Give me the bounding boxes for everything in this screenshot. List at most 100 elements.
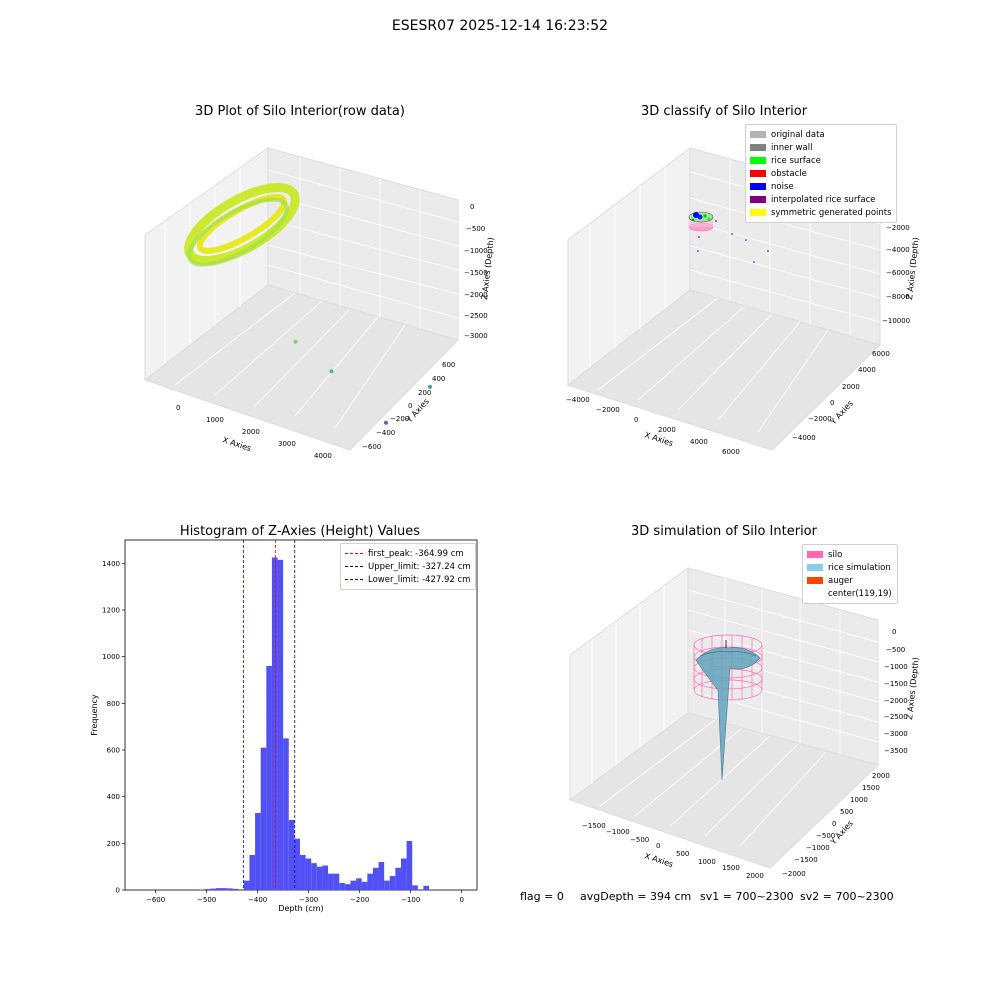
plot2-x-tick: 0 [634, 416, 638, 424]
plot2-y-tick: −2000 [808, 415, 832, 423]
plot1-outlier-point [384, 420, 388, 425]
plot4-z-tick: −3000 [884, 730, 908, 738]
histogram-x-tick-label: −100 [401, 896, 420, 904]
plot4-legend: silo rice simulation auger center(119,19… [802, 544, 898, 604]
histogram-bar [384, 880, 390, 890]
histogram-bar [372, 867, 379, 890]
plot4-y-ticks: 2000 1500 1000 500 0 −500 −1000 −1500 −2… [782, 772, 890, 878]
histogram-y-tick-label: 600 [107, 747, 120, 755]
legend-swatch [750, 144, 766, 151]
histogram-bar [406, 841, 413, 890]
plot1-outlier-point [329, 369, 334, 374]
histogram-bar [328, 873, 334, 890]
legend-label: obstacle [771, 168, 807, 179]
histogram-axes: −600 −500 −400 −300 −200 −100 0 0 200 400 600 800 1… [90, 539, 478, 913]
histogram-bar [232, 888, 239, 890]
histogram-bar [227, 888, 233, 890]
plot4-x-tick: 2000 [746, 872, 764, 880]
histogram-bar [204, 889, 211, 890]
plot1-z-tick: −2500 [464, 312, 488, 320]
plot4-x-ticks: −1500 −1000 −500 0 500 1000 1500 2000 [582, 822, 764, 880]
legend-label: noise [771, 181, 794, 192]
legend-item: obstacle [750, 167, 892, 180]
histogram-title: Histogram of Z-Axies (Height) Values [179, 524, 421, 539]
histogram-legend: first_peak: -364.99 cm Upper_limit: -327… [340, 543, 476, 590]
histogram-x-tick-label: −400 [248, 896, 267, 904]
histogram-bar [283, 738, 289, 890]
plot2-title: 3D classify of Silo Interior [640, 104, 808, 119]
plot2-z-tick: −10000 [882, 317, 910, 325]
legend-item: inner wall [750, 141, 892, 154]
plot2-z-tick: −4000 [886, 246, 910, 254]
histogram-bar [311, 863, 317, 890]
plot4-y-tick: 2000 [872, 772, 890, 780]
plot4-x-tick: −500 [630, 836, 649, 844]
histogram-bar [249, 855, 256, 890]
plot4-x-label: X Axies [643, 851, 674, 869]
histogram-bar [294, 838, 300, 890]
plot1-x-tick: 0 [176, 404, 180, 412]
histogram-bar [350, 880, 357, 890]
histogram-bar [356, 878, 362, 890]
histogram-y-tick-label: 1400 [102, 560, 120, 568]
histogram-bar [243, 880, 250, 890]
plot4-y-tick: 1500 [862, 784, 880, 792]
plot2-y-tick: −4000 [792, 434, 816, 442]
legend-item: rice surface [750, 154, 892, 167]
legend-item: noise [750, 180, 892, 193]
legend-item: Upper_limit: -327.24 cm [345, 560, 471, 573]
histogram-bar [389, 876, 396, 890]
legend-label: Lower_limit: -427.92 cm [368, 574, 471, 585]
plot2-x-ticks: −4000 −2000 0 2000 4000 6000 [566, 396, 740, 456]
plot2-z-tick: −8000 [886, 293, 910, 301]
legend-item: original data [750, 128, 892, 141]
plot4-z-tick: −1500 [884, 680, 908, 688]
plot4-x-tick: −1500 [582, 822, 606, 830]
legend-label: center(119,19) [828, 588, 892, 599]
legend-label: rice simulation [828, 562, 891, 573]
sv2-text: sv2 = 700~2300 [800, 890, 894, 903]
plot1-x-tick: 1000 [206, 416, 224, 424]
histogram-y-tick-label: 0 [116, 887, 120, 895]
plot1-x-tick: 3000 [278, 440, 296, 448]
legend-label: original data [771, 129, 825, 140]
legend-swatch [750, 183, 766, 190]
flag-text: flag = 0 [520, 890, 564, 903]
legend-line [345, 566, 363, 567]
legend-label: first_peak: -364.99 cm [368, 548, 464, 559]
plot4-3d-axes: −1500 −1000 −500 0 500 1000 1500 2000 20… [568, 567, 921, 880]
plot4-z-tick: −3500 [884, 747, 908, 755]
plot2-x-tick: −2000 [596, 406, 620, 414]
legend-swatch [750, 157, 766, 164]
plot1-y-tick: 0 [408, 402, 412, 410]
histogram-x-label: Depth (cm) [278, 904, 323, 913]
plot2-x-tick: 6000 [722, 448, 740, 456]
histogram-bar [344, 884, 351, 890]
legend-line [345, 553, 363, 554]
legend-swatch [750, 170, 766, 177]
histogram-bar [299, 855, 306, 890]
histogram-y-tick-label: 200 [107, 840, 120, 848]
histogram-y-tick-label: 800 [107, 700, 120, 708]
plot1-x-label: X Axies [221, 435, 252, 453]
histogram-bar [333, 873, 340, 890]
plot1-title: 3D Plot of Silo Interior(row data) [195, 104, 405, 119]
histogram-bar [266, 666, 272, 890]
histogram-bar [378, 862, 385, 890]
plot1-y-tick: −400 [376, 429, 395, 437]
legend-swatch [807, 590, 823, 597]
plot2-x-tick: 2000 [658, 426, 676, 434]
plot1-x-ticks: 0 1000 2000 3000 4000 [176, 404, 332, 460]
histogram-bar [412, 885, 418, 890]
plot4-y-tick: −500 [816, 832, 835, 840]
plot1-x-tick: 4000 [314, 452, 332, 460]
histogram-x-tick-label: −600 [146, 896, 165, 904]
plot1-z-tick: −2000 [464, 291, 488, 299]
plot4-z-tick: −500 [886, 646, 905, 654]
histogram-bar [215, 888, 222, 890]
legend-swatch [750, 196, 766, 203]
histogram-bar [210, 888, 216, 890]
histogram-x-tick-label: −500 [197, 896, 216, 904]
plot2-legend: original data inner wall rice surface ob… [745, 124, 897, 223]
plot4-y-tick: 1000 [850, 796, 868, 804]
